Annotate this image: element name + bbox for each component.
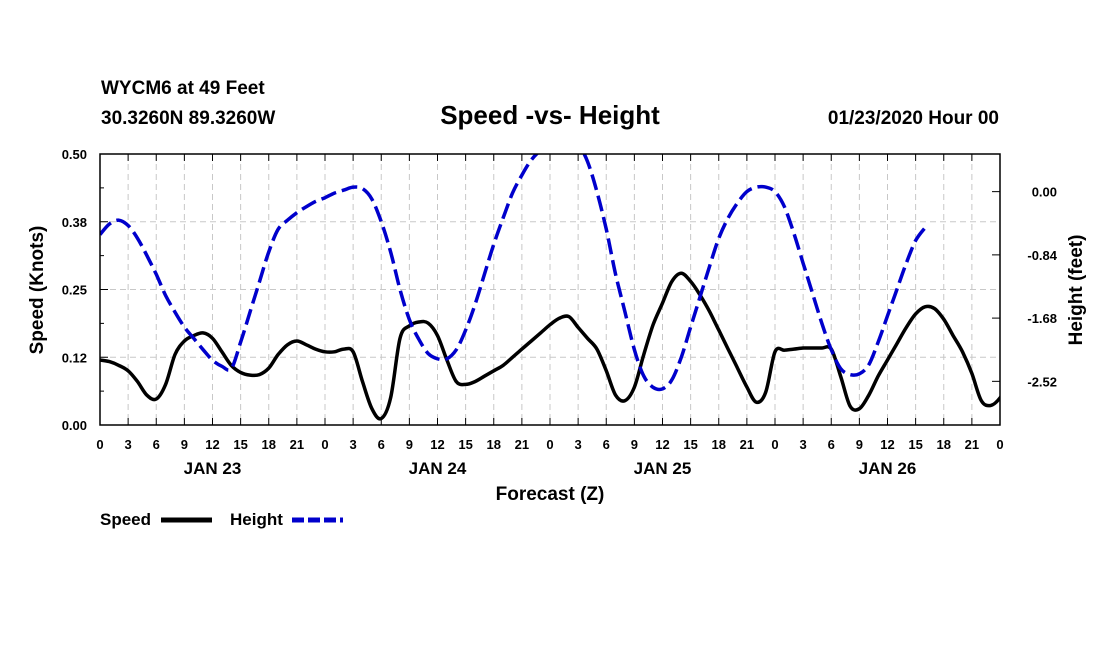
x-tick-label: 15 [683, 437, 697, 452]
x-tick-label: 15 [233, 437, 247, 452]
x-axis: 0 3 6 9 12 15 18 21 0 3 6 9 12 15 18 21 0 3 6 9 12 15 18 21 0 3 6 9… [96, 154, 1004, 478]
x-tick-label: 0 [96, 437, 103, 452]
x-tick-label: 3 [575, 437, 582, 452]
x-tick-label: 6 [828, 437, 835, 452]
left-tick-label: 0.00 [62, 418, 87, 433]
day-label: JAN 23 [184, 459, 242, 478]
left-tick-label: 0.12 [62, 350, 87, 365]
x-tick-label: 0 [771, 437, 778, 452]
chart-title: Speed -vs- Height [440, 100, 660, 130]
x-tick-label: 6 [603, 437, 610, 452]
x-tick-label: 3 [125, 437, 132, 452]
x-tick-label: 12 [880, 437, 894, 452]
x-axis-title: Forecast (Z) [496, 484, 605, 505]
x-tick-label: 0 [996, 437, 1003, 452]
right-tick-label: 0.00 [1032, 185, 1057, 200]
x-tick-label: 18 [262, 437, 276, 452]
x-tick-label: 21 [290, 437, 304, 452]
left-axis-title: Speed (Knots) [27, 226, 48, 355]
series-layer [100, 154, 1000, 421]
x-tick-label: 9 [181, 437, 188, 452]
x-tick-label: 12 [205, 437, 219, 452]
x-tick-label: 12 [655, 437, 669, 452]
x-tick-label: 18 [712, 437, 726, 452]
x-tick-label: 3 [350, 437, 357, 452]
x-tick-label: 6 [153, 437, 160, 452]
x-tick-label: 12 [430, 437, 444, 452]
x-tick-label: 21 [965, 437, 979, 452]
day-label: JAN 25 [634, 459, 692, 478]
left-tick-label: 0.50 [62, 147, 87, 162]
x-tick-label: 15 [458, 437, 472, 452]
run-time: 01/23/2020 Hour 00 [828, 108, 999, 129]
station-location: 30.3260N 89.3260W [101, 108, 275, 129]
grid-lines [100, 154, 1000, 425]
day-label: JAN 24 [409, 459, 467, 478]
left-tick-label: 0.38 [62, 215, 87, 230]
x-tick-label: 15 [908, 437, 922, 452]
x-tick-label: 3 [800, 437, 807, 452]
x-tick-label: 18 [487, 437, 501, 452]
right-axis: 0.00 -0.84 -1.68 -2.52 [992, 185, 1058, 389]
series-height-line [100, 154, 927, 392]
right-axis-title: Height (feet) [1066, 235, 1087, 346]
station-name: WYCM6 at 49 Feet [101, 78, 265, 99]
x-tick-label: 9 [856, 437, 863, 452]
legend-height-label: Height [230, 510, 283, 529]
day-label: JAN 26 [859, 459, 917, 478]
x-tick-label: 21 [515, 437, 529, 452]
x-tick-label: 6 [378, 437, 385, 452]
x-tick-label: 0 [321, 437, 328, 452]
legend: Speed Height [100, 510, 343, 529]
right-tick-label: -2.52 [1027, 374, 1057, 389]
x-tick-label: 9 [631, 437, 638, 452]
series-speed-line [100, 271, 1000, 421]
legend-speed-label: Speed [100, 510, 151, 529]
right-tick-label: -1.68 [1027, 311, 1057, 326]
x-tick-label: 21 [740, 437, 754, 452]
left-tick-label: 0.25 [62, 283, 87, 298]
x-tick-label: 9 [406, 437, 413, 452]
x-tick-label: 18 [937, 437, 951, 452]
left-axis: 0.00 0.12 0.25 0.38 0.50 [62, 147, 108, 433]
right-tick-label: -0.84 [1027, 248, 1057, 263]
x-tick-label: 0 [546, 437, 553, 452]
